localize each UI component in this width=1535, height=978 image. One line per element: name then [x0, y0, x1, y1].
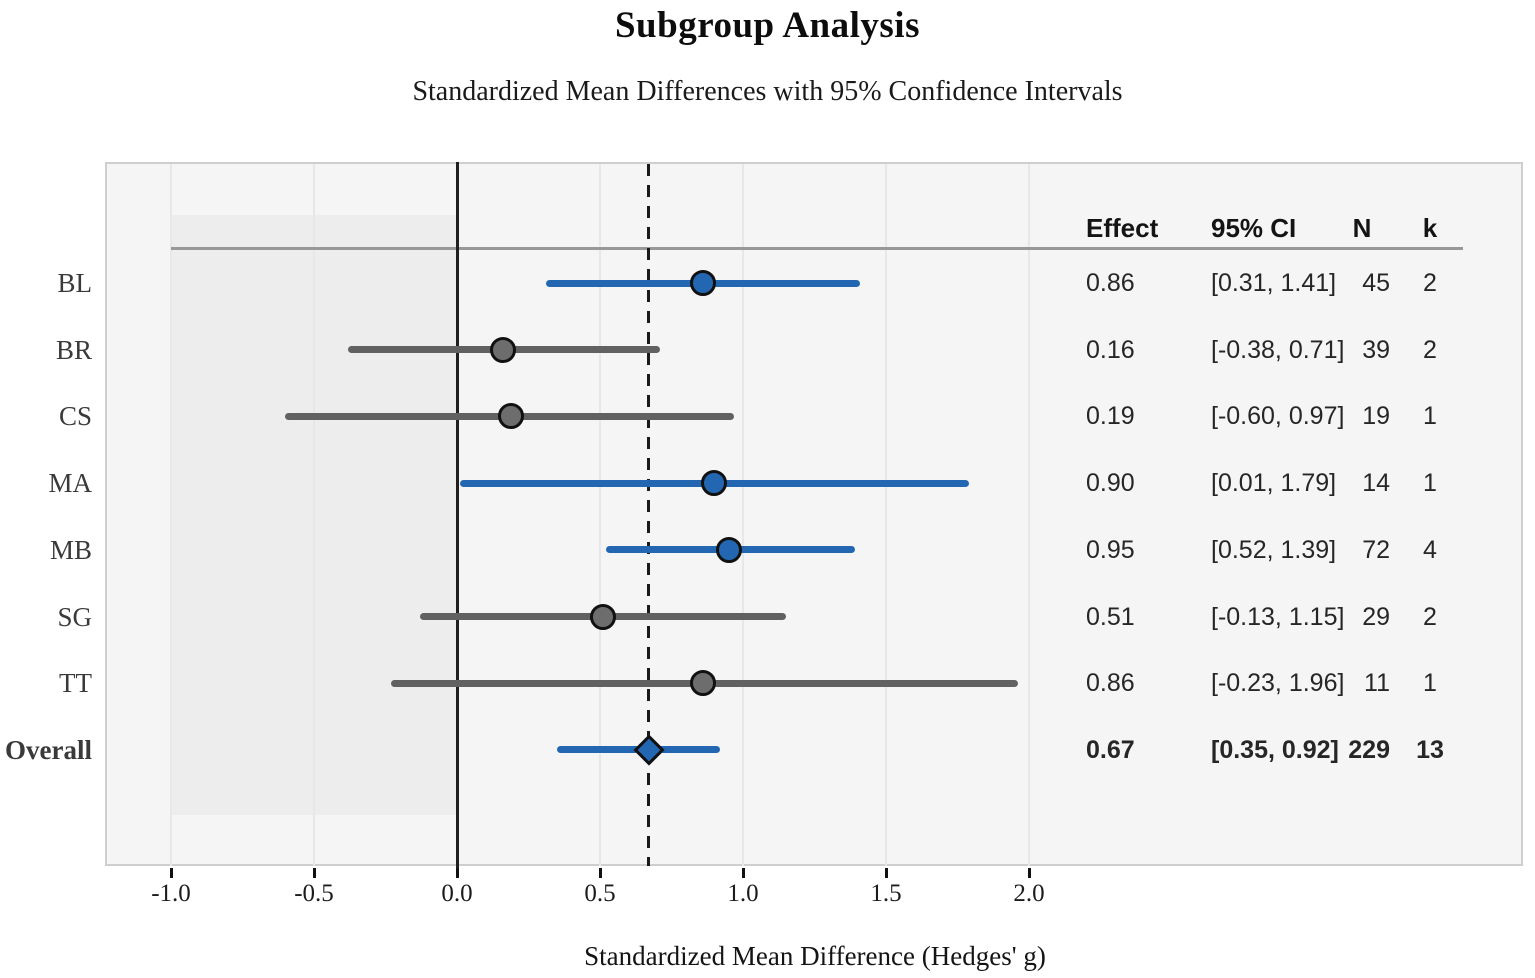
x-tick-label: 0.5 [584, 880, 616, 907]
page-subtitle: Standardized Mean Differences with 95% C… [412, 76, 1123, 107]
effect-marker [589, 603, 616, 630]
x-tick-label: -1.0 [151, 880, 191, 907]
n-value: 11 [1364, 669, 1390, 698]
x-gridline [885, 164, 887, 866]
ci-value: [0.01, 1.79] [1211, 469, 1337, 498]
n-value: 45 [1362, 269, 1390, 297]
row-label: MB [49, 534, 92, 565]
n-value: 72 [1362, 535, 1390, 564]
k-value: 2 [1423, 269, 1437, 297]
row-label: CS [58, 401, 92, 432]
effect-marker [701, 470, 728, 497]
table-header-separator [171, 247, 1463, 250]
x-tick-mark [884, 868, 888, 878]
x-gridline [742, 164, 744, 866]
n-value: 19 [1362, 402, 1390, 431]
k-value: 2 [1423, 335, 1437, 364]
row-label: TT [59, 668, 92, 699]
col-header-n: N [1352, 213, 1372, 243]
x-tick-mark [598, 868, 602, 878]
effect-value: 0.19 [1086, 402, 1135, 431]
ci-value: [-0.13, 1.15] [1211, 602, 1345, 631]
effect-value: 0.51 [1086, 602, 1135, 631]
x-gridline [599, 164, 601, 866]
col-header-ci: 95% CI [1211, 213, 1297, 243]
k-value: 1 [1423, 669, 1437, 698]
effect-marker [633, 734, 665, 766]
x-tick-label: 2.0 [1013, 880, 1045, 907]
col-header-effect: Effect [1086, 213, 1159, 243]
k-value: 1 [1423, 402, 1437, 431]
effect-value: 0.95 [1086, 535, 1135, 564]
ci-value: [0.31, 1.41] [1211, 269, 1337, 297]
n-value: 229 [1348, 735, 1390, 764]
ci-value: [-0.38, 0.71] [1211, 335, 1345, 364]
x-gridline [1028, 164, 1030, 866]
ci-value: [-0.60, 0.97] [1211, 402, 1345, 431]
x-axis-label: Standardized Mean Difference (Hedges' g) [584, 941, 1046, 971]
x-tick-label: -0.5 [294, 880, 334, 907]
k-value: 4 [1423, 535, 1437, 564]
effect-marker [689, 270, 716, 296]
k-value: 2 [1423, 602, 1437, 631]
x-gridline [170, 164, 172, 866]
row-label: BR [55, 334, 92, 365]
effect-value: 0.86 [1086, 269, 1135, 297]
k-value: 13 [1416, 735, 1444, 764]
ci-value: [0.52, 1.39] [1211, 535, 1337, 564]
x-tick-mark [312, 868, 316, 878]
x-tick-mark [455, 868, 459, 878]
page-title: Subgroup Analysis [614, 5, 920, 46]
effect-marker [689, 670, 716, 697]
x-tick-label: 1.5 [870, 880, 902, 907]
x-tick-mark [169, 868, 173, 878]
row-label: MA [48, 468, 92, 499]
ci-value: [0.35, 0.92] [1211, 735, 1339, 764]
col-header-k: k [1422, 213, 1438, 243]
overall-effect-dashed-line [647, 164, 651, 866]
n-value: 14 [1362, 469, 1390, 498]
n-value: 29 [1362, 602, 1390, 631]
effect-value: 0.86 [1086, 669, 1135, 698]
effect-marker [498, 403, 525, 430]
effect-value: 0.67 [1086, 735, 1135, 764]
k-value: 1 [1423, 469, 1437, 498]
x-gridline [313, 164, 315, 866]
row-label: BL [57, 268, 92, 298]
effect-value: 0.90 [1086, 469, 1135, 498]
ci-value: [-0.23, 1.96] [1211, 669, 1345, 698]
row-label: SG [57, 601, 92, 632]
x-tick-label: 0.0 [441, 880, 473, 907]
effect-marker [489, 336, 516, 363]
row-label: Overall [5, 734, 92, 765]
effect-value: 0.16 [1086, 335, 1135, 364]
n-value: 39 [1362, 335, 1390, 364]
zero-reference-line [455, 162, 459, 868]
effect-marker [715, 536, 742, 563]
x-tick-mark [1027, 868, 1031, 878]
x-tick-label: 1.0 [727, 880, 759, 907]
x-tick-mark [741, 868, 745, 878]
